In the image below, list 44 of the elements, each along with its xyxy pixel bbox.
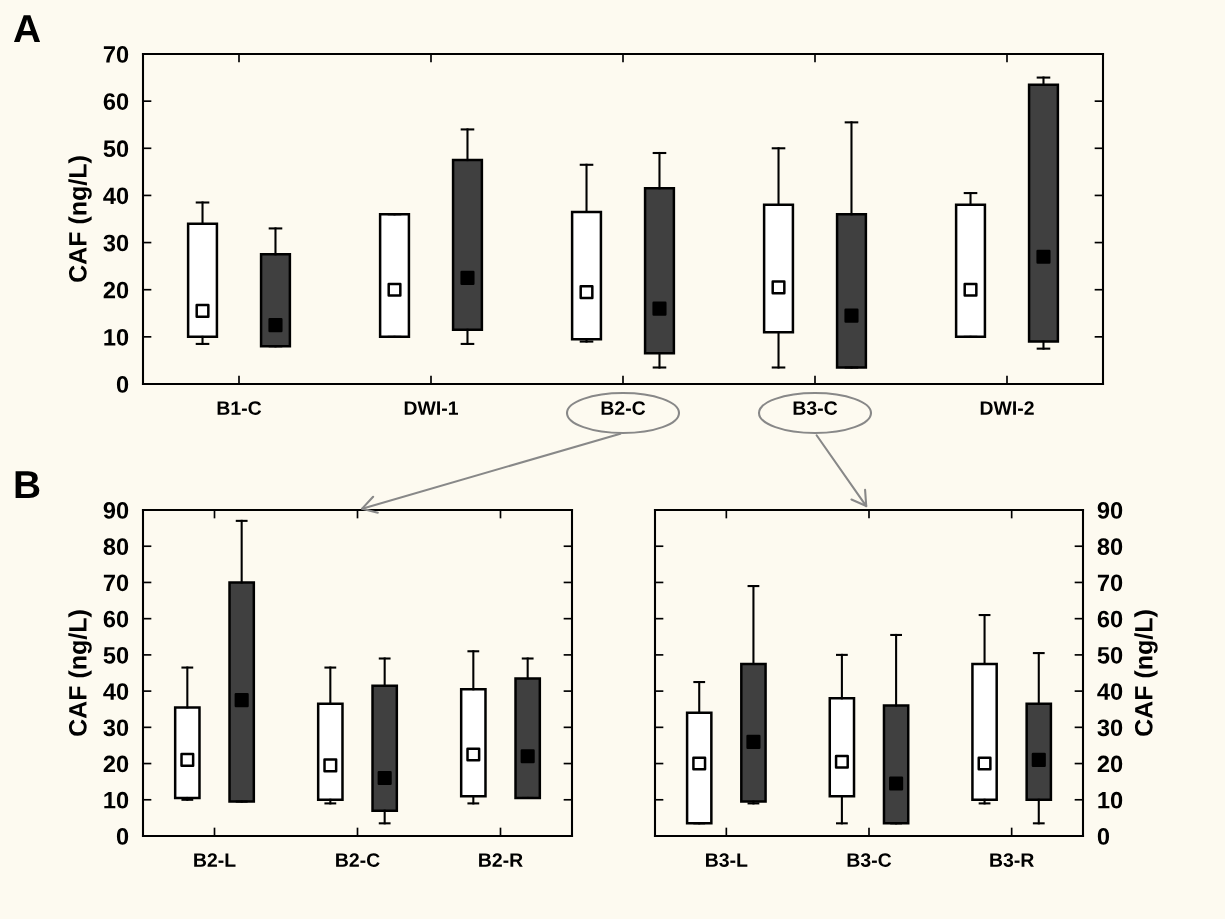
x-tick-label: B2-R	[479, 853, 523, 867]
x-tick-label: B3-L	[706, 853, 748, 867]
y2-tick-label: 60	[1097, 610, 1123, 628]
y2-tick-label: 90	[1097, 502, 1123, 519]
x-tick-label: DWI-1	[404, 401, 458, 415]
y2-tick-label: 50	[1097, 646, 1123, 664]
y-tick-label: 0	[116, 376, 129, 393]
y-axis-title: CAF (ng/L)	[68, 610, 92, 736]
y-tick-label: 70	[103, 574, 129, 592]
y-tick-label: 40	[103, 683, 129, 700]
y-tick-label: 30	[103, 719, 129, 737]
y2-tick-label: 40	[1097, 683, 1123, 700]
y-tick-label: 30	[103, 234, 129, 252]
y-tick-label: 20	[103, 755, 129, 773]
x-tick-label: DWI-2	[980, 401, 1034, 415]
x-tick-label: B2-C	[336, 853, 380, 867]
y-tick-label: 50	[103, 646, 129, 664]
y2-tick-label: 0	[1097, 828, 1110, 845]
y-tick-label: 0	[116, 828, 129, 845]
x-tick-label: B3-C	[793, 401, 838, 415]
x-tick-label: B3-R	[990, 853, 1034, 867]
y-tick-label: 60	[103, 610, 129, 628]
y2-tick-label: 80	[1097, 538, 1123, 556]
y-tick-label: 10	[104, 328, 129, 346]
y-axis-title: CAF (ng/L)	[68, 156, 92, 282]
text: A	[13, 15, 41, 43]
y-tick-label: 90	[103, 502, 129, 519]
y2-tick-label: 70	[1097, 574, 1123, 592]
y-tick-label: 20	[103, 281, 129, 299]
text: B	[15, 471, 40, 499]
y-tick-label: 60	[103, 93, 129, 110]
y-tick-label: 80	[103, 538, 129, 556]
x-tick-label: B2-C	[601, 401, 646, 415]
y-tick-label: 40	[103, 187, 129, 205]
y2-tick-label: 30	[1097, 719, 1123, 737]
y-tick-label: 70	[103, 46, 129, 63]
x-tick-label: B1-C	[217, 401, 262, 415]
y2-tick-label: 10	[1098, 791, 1123, 809]
y-tick-label: 10	[104, 791, 129, 809]
y-tick-label: 50	[103, 140, 129, 158]
x-tick-label: B2-L	[194, 853, 236, 867]
y2-axis-title: CAF (ng/L)	[1134, 610, 1158, 736]
y2-tick-label: 20	[1097, 755, 1123, 773]
x-tick-label: B3-C	[847, 853, 892, 867]
